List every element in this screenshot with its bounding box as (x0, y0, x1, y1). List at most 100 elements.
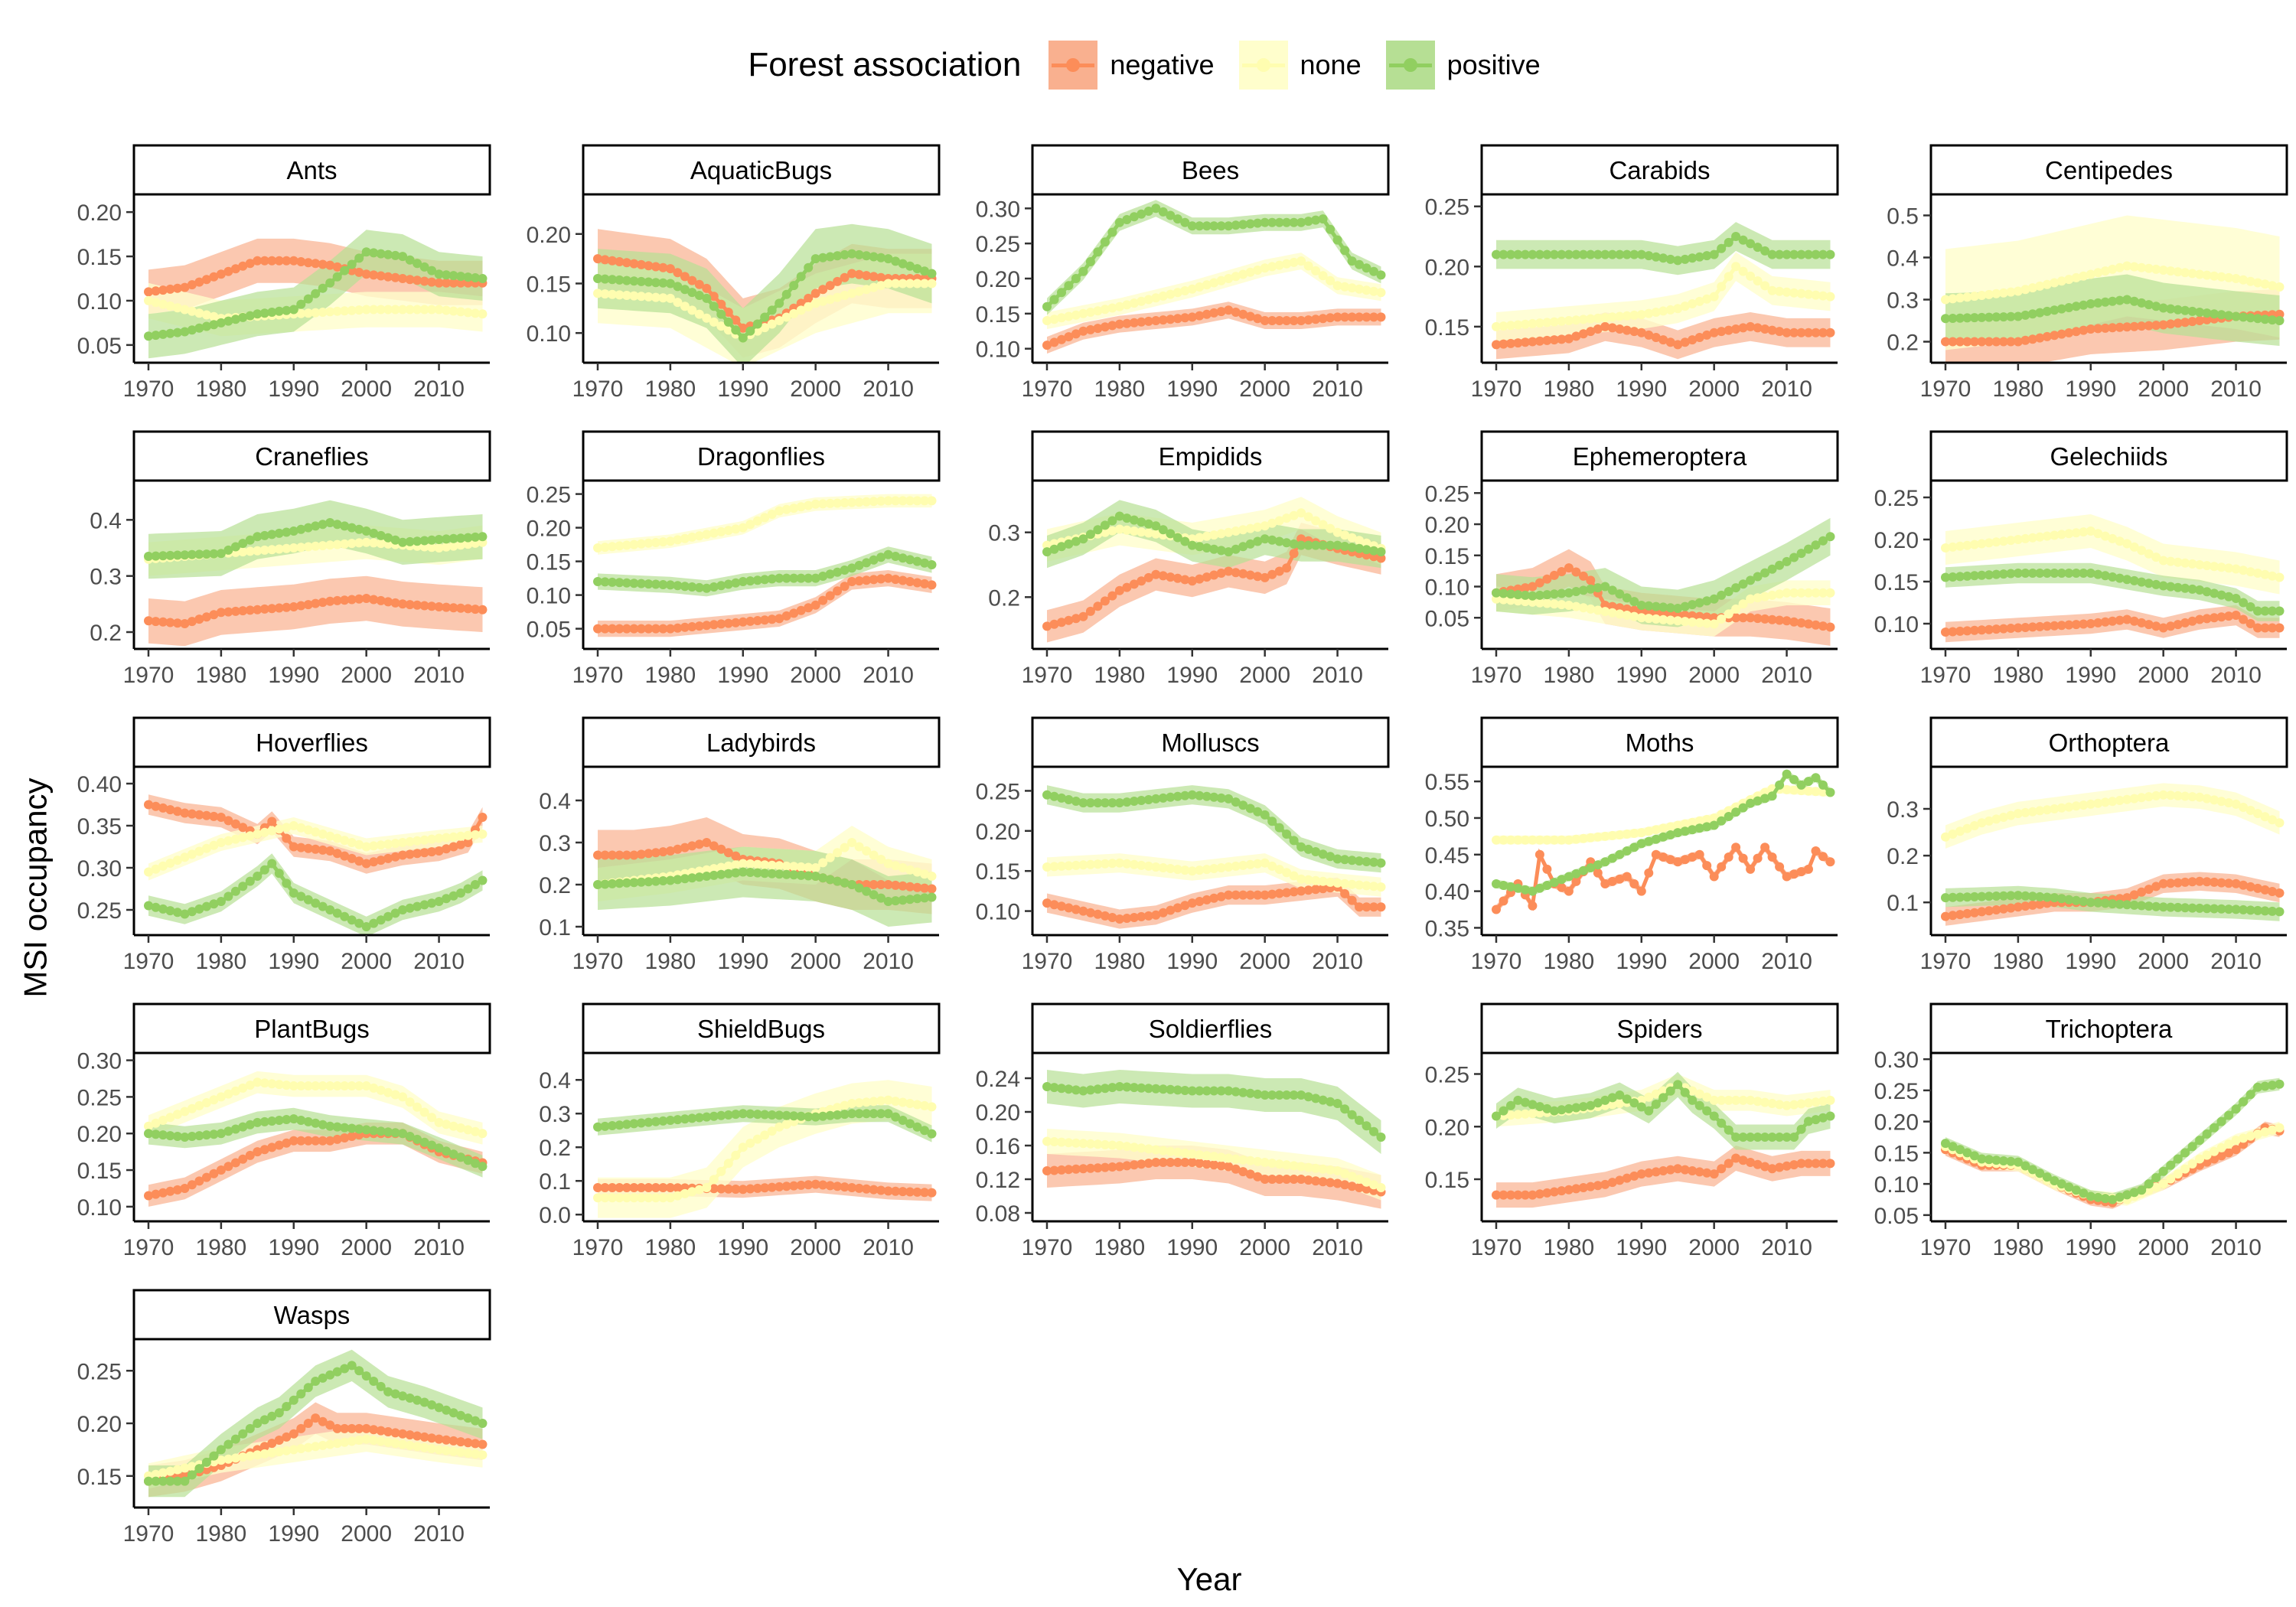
point-negative (325, 596, 335, 606)
x-tick-label: 1990 (1616, 663, 1667, 688)
point-positive (405, 1132, 415, 1141)
point-negative (398, 599, 408, 609)
point-negative (448, 1436, 458, 1446)
point-positive (172, 908, 182, 918)
point-none (1615, 609, 1625, 619)
point-positive (1753, 243, 1763, 253)
point-none (2020, 285, 2030, 295)
point-none (2239, 1133, 2249, 1143)
point-positive (767, 574, 777, 584)
point-negative (1282, 316, 1292, 325)
point-negative (2093, 324, 2103, 334)
point-positive (1187, 1086, 1197, 1096)
point-positive (1984, 892, 1994, 901)
y-tick-label: 0.20 (1425, 1115, 1469, 1140)
point-negative (238, 261, 248, 271)
point-positive (2064, 569, 2074, 578)
point-negative (267, 817, 277, 826)
point-positive (673, 282, 683, 292)
point-negative (1282, 563, 1292, 573)
point-none (2210, 562, 2219, 572)
plot-area (1042, 200, 1386, 354)
point-none (1369, 286, 1378, 296)
point-none (2224, 563, 2234, 573)
point-none (752, 859, 762, 869)
point-negative (1085, 606, 1095, 616)
point-none (1651, 614, 1661, 624)
point-negative (332, 262, 342, 272)
point-negative (1274, 1175, 1284, 1184)
x-tick-label: 2010 (1761, 663, 1812, 688)
point-negative (1355, 312, 1364, 322)
point-negative (158, 1188, 168, 1198)
point-positive (144, 552, 153, 561)
point-none (1355, 880, 1364, 890)
point-positive (289, 526, 298, 536)
point-none (1731, 262, 1741, 272)
point-none (716, 1166, 726, 1176)
point-positive (2180, 1148, 2190, 1158)
point-negative (694, 279, 704, 289)
point-positive (876, 1109, 886, 1119)
point-positive (775, 298, 784, 308)
point-none (702, 530, 712, 539)
point-negative (1962, 908, 1972, 918)
point-none (274, 1447, 284, 1457)
point-negative (478, 813, 488, 822)
x-tick-label: 2000 (790, 663, 841, 688)
point-none (1804, 588, 1813, 598)
plot-area (1941, 215, 2285, 363)
point-positive (1673, 604, 1683, 613)
point-positive (621, 275, 631, 285)
point-negative (1093, 601, 1103, 611)
x-tick-label: 1990 (1166, 1235, 1218, 1260)
point-none (862, 497, 872, 507)
point-positive (419, 900, 429, 910)
x-tick-label: 2010 (413, 949, 465, 974)
point-positive (1709, 249, 1719, 259)
point-negative (165, 1186, 175, 1196)
plot-area (144, 500, 488, 647)
point-positive (1818, 536, 1828, 546)
point-positive (818, 572, 828, 581)
point-negative (1571, 331, 1581, 341)
point-positive (1513, 590, 1523, 600)
legend: Forest association negative none positiv… (0, 31, 2296, 99)
point-positive (1114, 217, 1124, 227)
point-positive (1775, 780, 1785, 790)
point-none (456, 540, 465, 550)
panel-strip (132, 716, 491, 768)
point-negative (361, 1423, 371, 1433)
point-positive (2224, 311, 2234, 321)
point-positive (804, 1112, 814, 1122)
points-none (1492, 262, 1835, 331)
point-negative (144, 287, 153, 297)
point-negative (1564, 334, 1574, 344)
y-tick-label: 0.4 (1887, 246, 1919, 272)
point-negative (2093, 618, 2103, 627)
point-positive (1340, 542, 1350, 551)
point-positive (1326, 852, 1336, 862)
point-negative (216, 608, 226, 618)
x-tick-label: 2010 (863, 663, 914, 688)
point-none (194, 1100, 204, 1110)
point-negative (1615, 603, 1625, 613)
point-none (471, 308, 480, 318)
point-positive (2122, 1190, 2132, 1200)
point-negative (927, 580, 937, 590)
y-tick-label: 0.20 (1425, 513, 1469, 538)
point-positive (1709, 1111, 1719, 1121)
point-negative (419, 848, 429, 858)
point-positive (2122, 900, 2132, 910)
point-none (665, 536, 675, 546)
point-none (1209, 1152, 1219, 1162)
point-none (1753, 593, 1763, 603)
point-negative (1528, 337, 1538, 347)
point-none (1578, 315, 1588, 324)
point-negative (427, 277, 437, 287)
point-positive (2050, 1176, 2060, 1185)
point-negative (1694, 333, 1704, 342)
point-negative (347, 853, 357, 863)
point-negative (1100, 911, 1110, 921)
point-positive (390, 1128, 400, 1138)
